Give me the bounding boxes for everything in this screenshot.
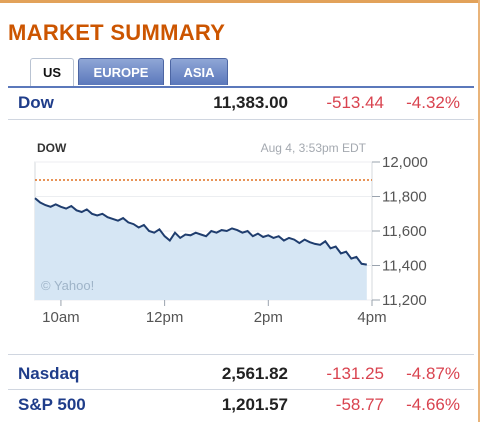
chart-watermark: © Yahoo! [41, 278, 94, 293]
tab-europe[interactable]: EUROPE [78, 58, 164, 85]
y-tick-label: 11,800 [382, 189, 427, 206]
widget-title: MARKET SUMMARY [8, 20, 226, 45]
series-line [34, 197, 367, 266]
divider [8, 119, 474, 120]
x-tick-label: 4pm [357, 309, 386, 326]
quote-change: -58.77 [335, 395, 384, 414]
quote-name[interactable]: Nasdaq [18, 364, 80, 383]
x-tick-label: 12pm [146, 309, 184, 326]
quote-price: 11,383.00 [213, 93, 288, 112]
chart-canvas: 12,000 11,800 11,600 11,400 11,200 10am 12pm 2p… [34, 141, 428, 326]
divider [8, 354, 474, 355]
quote-name[interactable]: S&P 500 [18, 395, 86, 414]
widget-right-border [478, 0, 480, 422]
y-tick-label: 11,600 [382, 223, 427, 240]
quote-percent: -4.32% [406, 93, 460, 112]
chart-timestamp: Aug 4, 3:53pm EDT [261, 141, 367, 155]
dow-intraday-chart[interactable]: 12,000 11,800 11,600 11,400 11,200 10am 12pm 2p… [0, 124, 480, 334]
quote-price: 1,201.57 [221, 395, 288, 414]
x-tick-label: 10am [42, 309, 80, 326]
quote-row-nasdaq[interactable]: Nasdaq 2,561.82 -131.25 -4.87% [14, 364, 462, 388]
quote-row-dow[interactable]: Dow 11,383.00 -513.44 -4.32% [14, 93, 462, 117]
y-tick-label: 11,200 [382, 292, 427, 309]
chart-symbol-label: DOW [37, 141, 67, 155]
series-area [35, 198, 367, 300]
quote-row-sp500[interactable]: S&P 500 1,201.57 -58.77 -4.66% [14, 395, 462, 419]
divider [8, 389, 474, 390]
tab-asia[interactable]: ASIA [170, 58, 228, 85]
widget-top-border [0, 0, 480, 3]
x-tick-label: 2pm [254, 309, 283, 326]
y-tick-label: 11,400 [382, 258, 427, 275]
quote-name[interactable]: Dow [18, 93, 54, 112]
y-tick-label: 12,000 [382, 154, 428, 171]
quote-price: 2,561.82 [221, 364, 288, 383]
quote-percent: -4.87% [406, 364, 460, 383]
quote-change: -513.44 [326, 93, 384, 112]
quote-percent: -4.66% [406, 395, 460, 414]
quote-change: -131.25 [326, 364, 384, 383]
tab-underline [8, 86, 474, 88]
tab-us[interactable]: US [30, 58, 74, 86]
